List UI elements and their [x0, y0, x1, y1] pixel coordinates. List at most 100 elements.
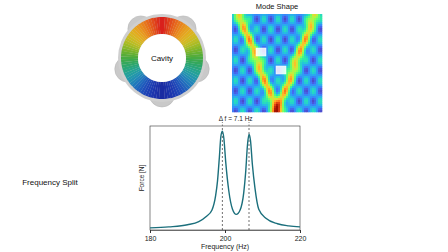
mode-shape-cell — [246, 46, 248, 48]
mode-shape-cell — [292, 104, 294, 106]
mode-shape-cell — [268, 44, 270, 46]
mode-shape-cell — [302, 22, 304, 24]
mode-shape-cell — [306, 56, 308, 58]
mode-shape-cell — [246, 14, 248, 16]
mode-shape-cell — [268, 76, 270, 78]
mode-shape-cell — [266, 94, 268, 96]
mode-shape-cell — [264, 66, 266, 68]
mode-shape-cell — [266, 90, 268, 92]
mode-shape-cell — [260, 20, 262, 22]
mode-shape-cell — [296, 104, 298, 106]
mode-shape-cell — [282, 28, 284, 30]
mode-shape-cell — [278, 58, 280, 60]
mode-shape-cell — [270, 58, 272, 60]
mode-shape-cell — [268, 88, 270, 90]
mode-shape-cell — [236, 28, 238, 30]
mode-shape-cell — [282, 42, 284, 44]
mode-shape-cell — [284, 108, 286, 110]
mode-shape-cell — [300, 30, 302, 32]
mode-shape-cell — [238, 22, 240, 24]
mode-shape-cell — [296, 38, 298, 40]
mode-shape-cell — [296, 78, 298, 80]
mode-shape-cell — [256, 68, 258, 70]
mode-shape-cell — [234, 94, 236, 96]
mode-shape-cell — [238, 70, 240, 72]
mode-shape-cell — [302, 24, 304, 26]
mode-shape-cell — [266, 20, 268, 22]
mode-shape-cell — [292, 78, 294, 80]
mode-shape-cell — [236, 54, 238, 56]
mode-shape-cell — [258, 36, 260, 38]
mode-shape-cell — [270, 28, 272, 30]
mode-shape-cell — [262, 28, 264, 30]
mode-shape-cell — [296, 76, 298, 78]
mode-shape-cell — [252, 64, 254, 66]
mode-shape-cell — [304, 78, 306, 80]
mode-shape-cell — [300, 70, 302, 72]
mode-shape-cell — [290, 20, 292, 22]
mode-shape-cell — [290, 14, 292, 16]
mode-shape-cell — [262, 14, 264, 16]
mode-shape-cell — [280, 100, 282, 102]
mode-shape-cell — [236, 86, 238, 88]
mode-shape-cell — [258, 28, 260, 30]
mode-shape-cell — [264, 14, 266, 16]
mode-shape-cell — [254, 102, 256, 104]
mode-shape-cell — [244, 50, 246, 52]
mode-shape-cell — [308, 30, 310, 32]
mode-shape-cell — [268, 50, 270, 52]
mode-shape-cell — [232, 90, 234, 92]
mode-shape-cell — [236, 66, 238, 68]
mode-shape-cell — [262, 22, 264, 24]
mode-shape-cell — [278, 110, 280, 112]
mode-shape-cell — [298, 22, 300, 24]
mode-shape-cell — [300, 86, 302, 88]
mode-shape-cell — [302, 110, 304, 112]
mode-shape-cell — [270, 106, 272, 108]
mode-shape-cell — [284, 18, 286, 20]
mode-shape-cell — [288, 74, 290, 76]
mode-shape-cell — [240, 82, 242, 84]
mode-shape-cell — [270, 38, 272, 40]
mode-shape-cell — [284, 96, 286, 98]
mode-shape-cell — [270, 60, 272, 62]
mode-shape-cell — [302, 32, 304, 34]
mode-shape-cell — [298, 16, 300, 18]
mode-shape-cell — [248, 48, 250, 50]
mode-shape-cell — [258, 84, 260, 86]
mode-shape-cell — [298, 98, 300, 100]
mode-shape-cell — [300, 108, 302, 110]
mode-shape-cell — [252, 48, 254, 50]
mode-shape-cell — [292, 34, 294, 36]
mode-shape-cell — [248, 34, 250, 36]
mode-shape-cell — [262, 110, 264, 112]
mode-shape-cell — [286, 40, 288, 42]
mode-shape-cell — [302, 108, 304, 110]
mode-shape-cell — [254, 80, 256, 82]
mode-shape-cell — [242, 44, 244, 46]
mode-shape-cell — [286, 48, 288, 50]
mode-shape-cell — [268, 40, 270, 42]
mode-shape-cell — [250, 50, 252, 52]
mode-shape-cell — [302, 68, 304, 70]
mode-shape-cell — [254, 36, 256, 38]
mode-shape-cell — [300, 58, 302, 60]
mode-shape-cell — [274, 24, 276, 26]
mode-shape-cell — [240, 58, 242, 60]
mode-shape-cell — [280, 40, 282, 42]
mode-shape-cell — [288, 46, 290, 48]
mode-shape-cell — [270, 52, 272, 54]
mode-shape-cell — [294, 50, 296, 52]
mode-shape-cell — [268, 94, 270, 96]
mode-shape-cell — [284, 110, 286, 112]
mode-shape-cell — [252, 80, 254, 82]
mode-shape-cell — [294, 98, 296, 100]
mode-shape-cell — [262, 62, 264, 64]
mode-shape-cell — [282, 78, 284, 80]
mode-shape-cell — [278, 50, 280, 52]
mode-shape-cell — [266, 28, 268, 30]
mode-shape-cell — [308, 22, 310, 24]
mode-shape-cell — [300, 78, 302, 80]
mode-shape-cell — [302, 80, 304, 82]
mode-shape-cell — [268, 80, 270, 82]
